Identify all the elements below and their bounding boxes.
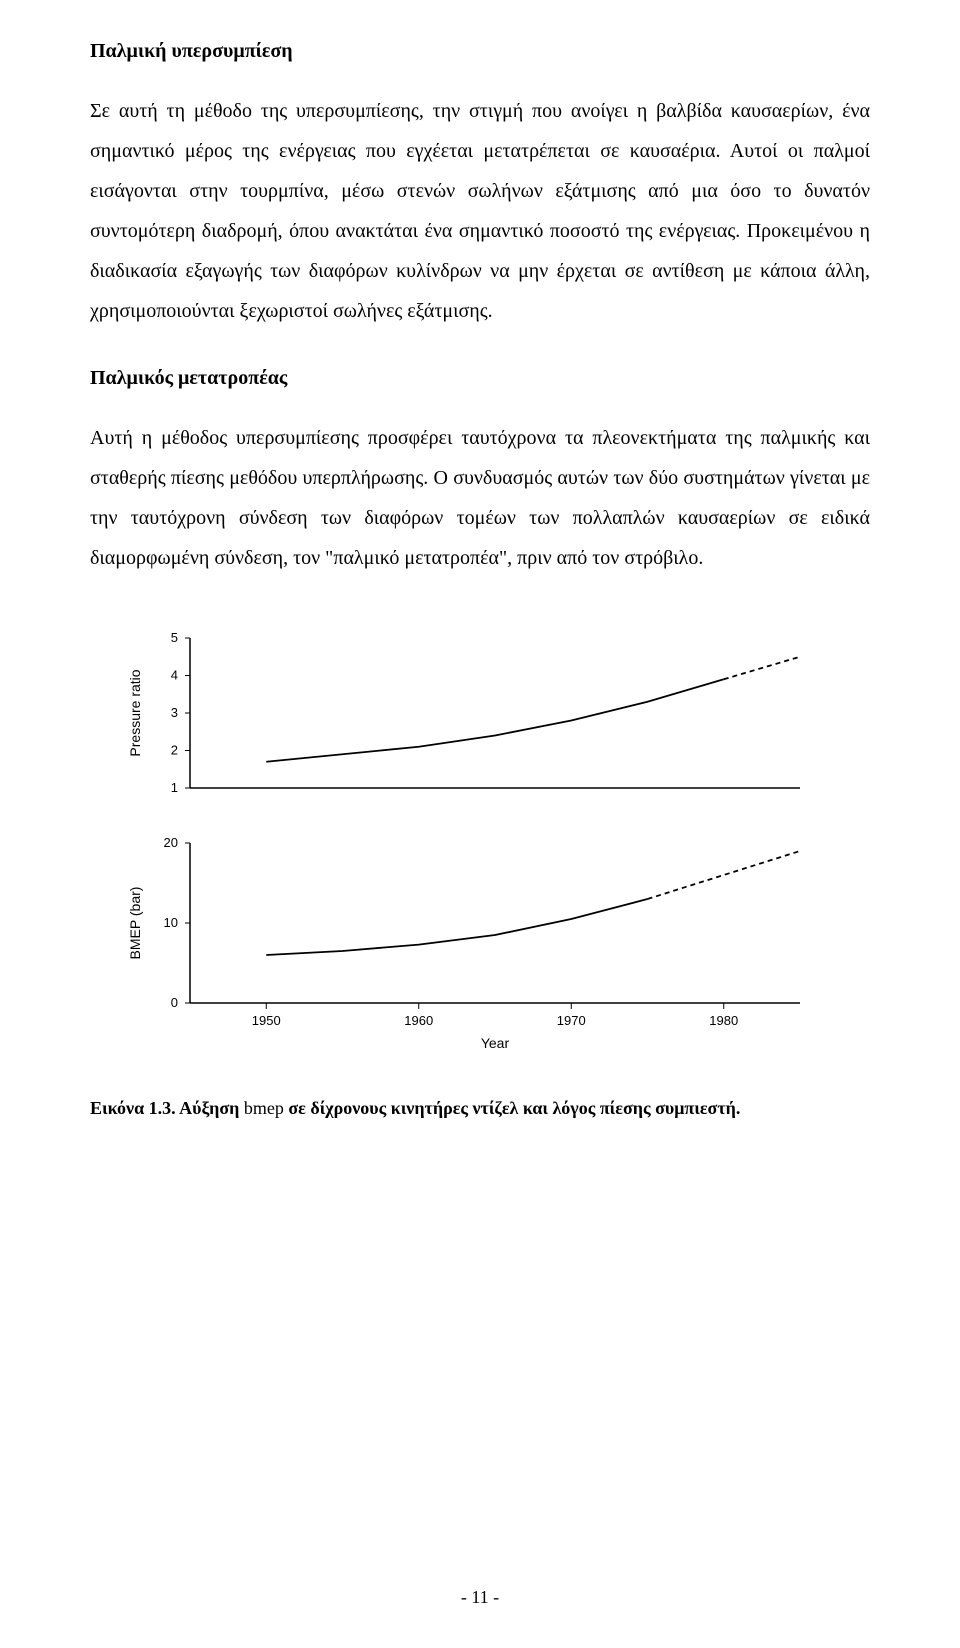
chart1-y-label: Pressure ratio [127,669,143,756]
section-heading-2: Παλμικός μετατροπέας [90,367,870,390]
svg-text:1970: 1970 [557,1013,586,1028]
chart2-y-label: BMEP (bar) [127,887,143,960]
chart1-dashed-line [724,657,800,680]
figure-container: 1 2 3 4 5 Pressure ratio 0 10 20 [90,618,870,1068]
svg-text:1980: 1980 [709,1013,738,1028]
pressure-ratio-chart: 1 2 3 4 5 Pressure ratio [110,618,830,818]
svg-text:4: 4 [171,668,178,683]
chart2-x-ticks: 1950 1960 1970 1980 [252,1003,738,1028]
chart2-solid-line [266,899,647,955]
section-paragraph-1: Σε αυτή τη μέθοδο της υπερσυμπίεσης, την… [90,91,870,331]
chart2-dashed-line [648,851,801,899]
svg-text:2: 2 [171,743,178,758]
chart1-y-ticks: 1 2 3 4 5 [171,630,190,795]
svg-text:5: 5 [171,630,178,645]
svg-text:1950: 1950 [252,1013,281,1028]
figure-caption: Εικόνα 1.3. Αύξηση bmep σε δίχρονους κιν… [90,1098,870,1119]
svg-text:10: 10 [164,915,178,930]
caption-mid: bmep [239,1098,288,1118]
section-paragraph-2: Αυτή η μέθοδος υπερσυμπίεσης προσφέρει τ… [90,418,870,578]
caption-prefix: Εικόνα 1.3. Αύξηση [90,1098,239,1118]
svg-text:1960: 1960 [404,1013,433,1028]
svg-text:1: 1 [171,780,178,795]
svg-text:20: 20 [164,835,178,850]
chart2-y-ticks: 0 10 20 [164,835,190,1010]
svg-text:0: 0 [171,995,178,1010]
chart1-solid-line [266,679,724,762]
bmep-chart: 0 10 20 1950 1960 1970 1980 BMEP (bar) Y… [110,823,830,1063]
svg-text:3: 3 [171,705,178,720]
section-heading-1: Παλμική υπερσυμπίεση [90,40,870,63]
caption-rest: σε δίχρονους κινητήρες ντίζελ και λόγος … [288,1098,740,1118]
x-axis-label: Year [481,1035,510,1051]
page-number: - 11 - [0,1587,960,1608]
